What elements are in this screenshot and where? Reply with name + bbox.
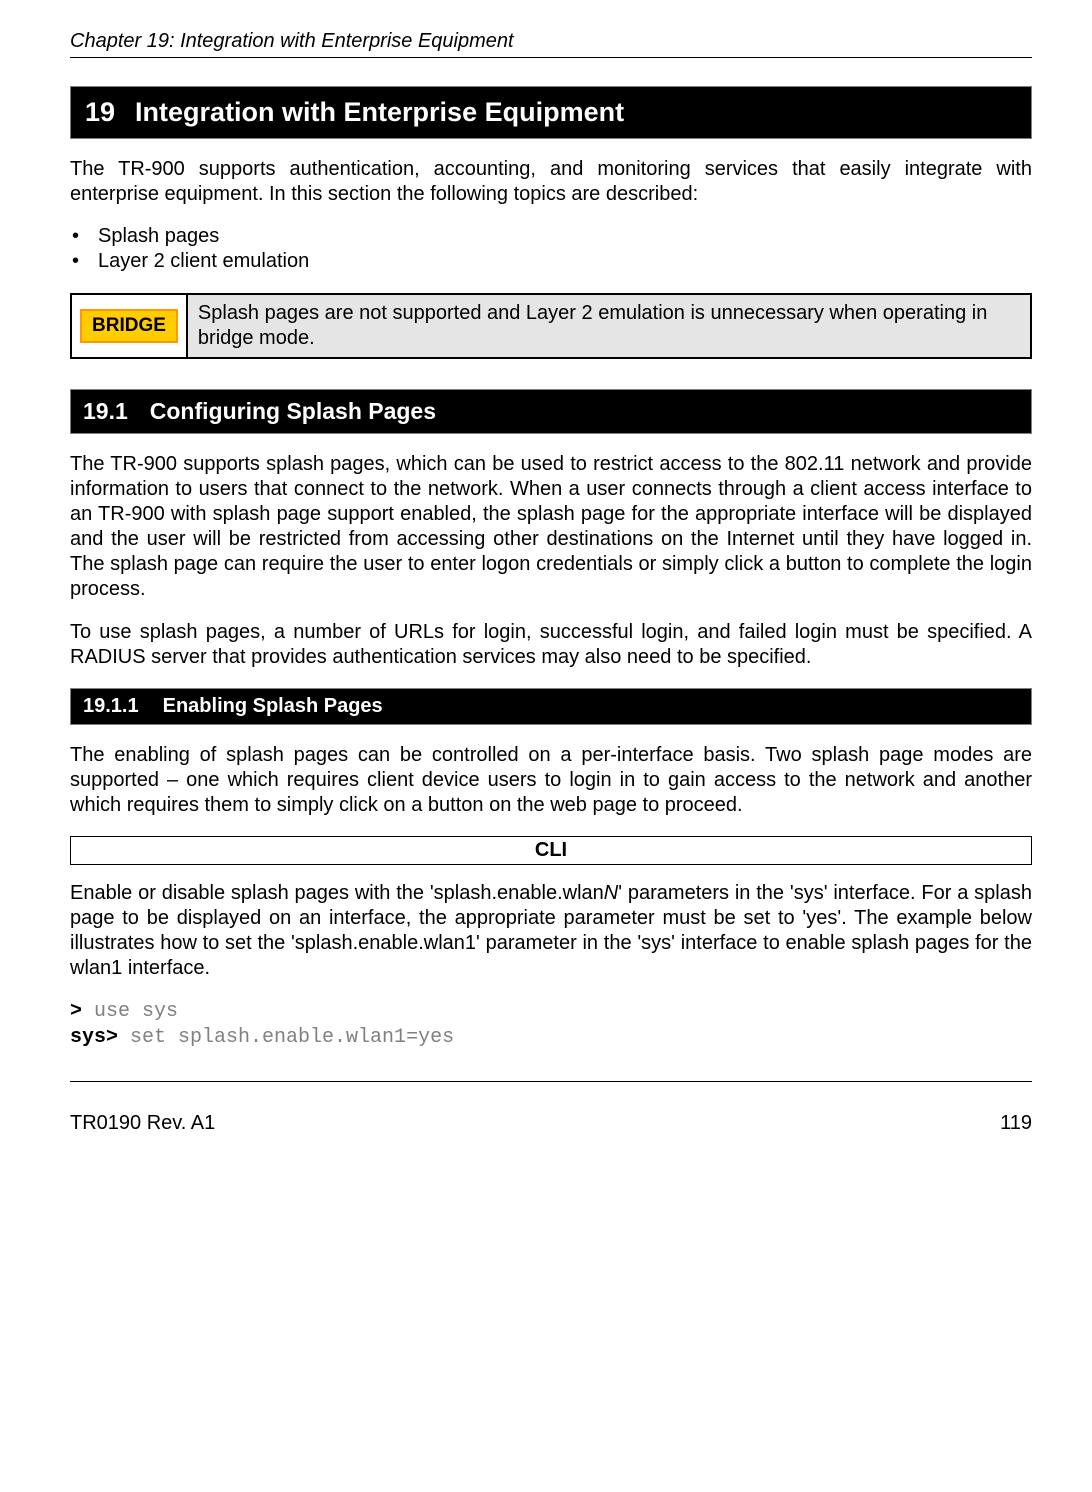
cli-para-italic-n: N — [604, 882, 618, 904]
footer-right: 119 — [1000, 1112, 1032, 1135]
section-number: 19.1 — [83, 398, 128, 425]
prompt: > — [70, 1000, 82, 1023]
bridge-badge: BRIDGE — [80, 309, 178, 343]
chapter-number: 19 — [85, 97, 115, 128]
chapter-heading: 19 Integration with Enterprise Equipment — [70, 86, 1032, 139]
section-title-text: Enabling Splash Pages — [163, 695, 383, 717]
section-191-para1: The TR-900 supports splash pages, which … — [70, 452, 1032, 602]
intro-bullet-list: Splash pages Layer 2 client emulation — [70, 225, 1032, 273]
cli-paragraph: Enable or disable splash pages with the … — [70, 881, 1032, 981]
cli-code-block: > use sys sys> set splash.enable.wlan1=y… — [70, 999, 1032, 1051]
list-item: Splash pages — [70, 225, 1032, 248]
page-footer: TR0190 Rev. A1 119 — [70, 1112, 1032, 1135]
footer-rule — [70, 1081, 1032, 1082]
section-number: 19.1.1 — [83, 695, 139, 718]
command-text: use sys — [82, 1000, 178, 1023]
footer-left: TR0190 Rev. A1 — [70, 1112, 215, 1135]
section-heading-1911: 19.1.1 Enabling Splash Pages — [70, 688, 1032, 725]
section-1911-para1: The enabling of splash pages can be cont… — [70, 743, 1032, 818]
section-heading-191: 19.1 Configuring Splash Pages — [70, 389, 1032, 434]
list-item: Layer 2 client emulation — [70, 250, 1032, 273]
section-191-para2: To use splash pages, a number of URLs fo… — [70, 620, 1032, 670]
list-item-text: Layer 2 client emulation — [98, 250, 309, 272]
chapter-title-text: Integration with Enterprise Equipment — [135, 97, 624, 127]
cli-header: CLI — [70, 836, 1032, 865]
note-text: Splash pages are not supported and Layer… — [186, 295, 1030, 357]
command-text: set splash.enable.wlan1=yes — [118, 1026, 454, 1049]
running-header: Chapter 19: Integration with Enterprise … — [70, 30, 1032, 53]
section-title-text: Configuring Splash Pages — [150, 398, 436, 424]
prompt: sys> — [70, 1026, 118, 1049]
list-item-text: Splash pages — [98, 225, 219, 247]
intro-paragraph: The TR-900 supports authentication, acco… — [70, 157, 1032, 207]
note-badge-wrap: BRIDGE — [72, 295, 186, 357]
bridge-note-box: BRIDGE Splash pages are not supported an… — [70, 293, 1032, 359]
header-rule — [70, 57, 1032, 58]
cli-para-pre: Enable or disable splash pages with the … — [70, 882, 604, 904]
